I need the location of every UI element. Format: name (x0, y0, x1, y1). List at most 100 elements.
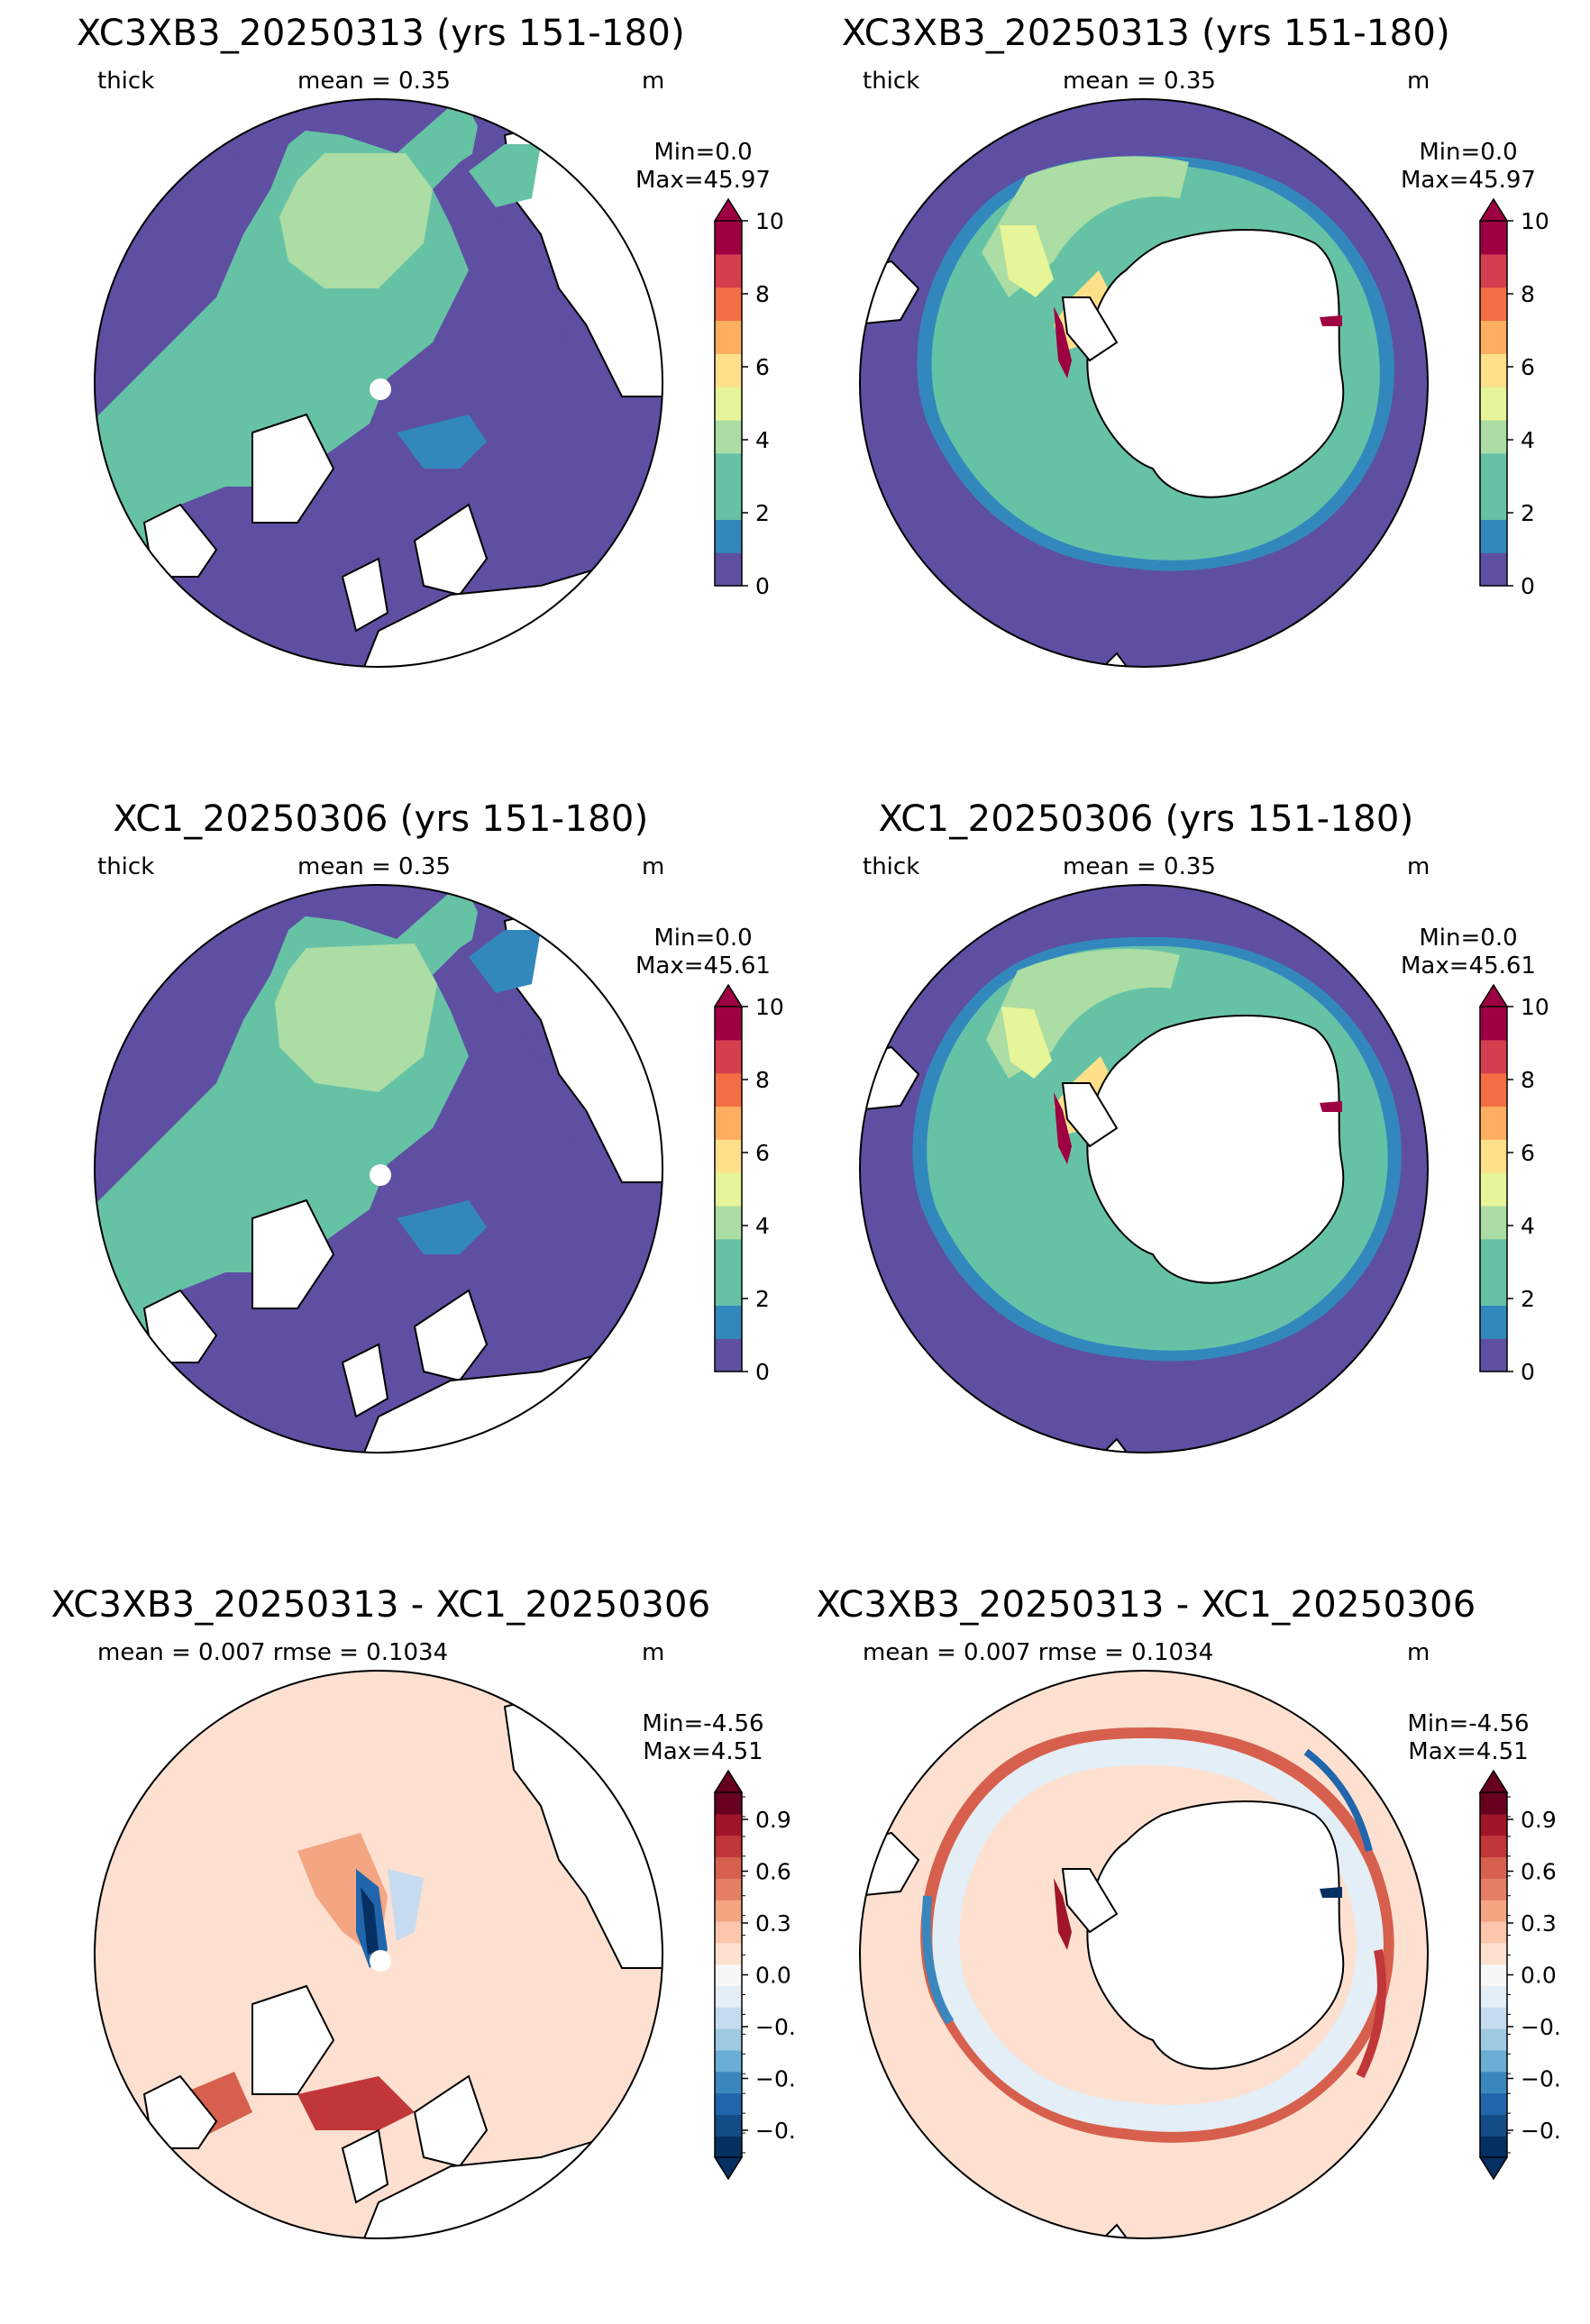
colorbar-stats: Min=0.0 Max=45.97 (1396, 139, 1540, 195)
variable-label: thick (863, 68, 920, 95)
colorbar-segment (1480, 2114, 1507, 2137)
colorbar-tick-label: 8 (1521, 1067, 1535, 1093)
colorbar-segment (715, 1039, 742, 1074)
map-figure: 0.9 0.6 0.3 0.0 −0.3 −0.6 −0.9 (859, 1670, 1560, 2239)
colorbar-tick-label: 10 (1521, 994, 1549, 1020)
variable-label: thick (863, 853, 920, 880)
colorbar-tick-label: 10 (755, 208, 784, 234)
colorbar-tick-label: 8 (755, 281, 770, 307)
colorbar-segment (715, 2071, 742, 2094)
colorbar-tick-label: 2 (1521, 500, 1535, 526)
mean-label: mean = 0.35 (297, 853, 451, 880)
colorbar-segment (715, 1835, 742, 1858)
colorbar: 0.9 0.6 0.3 0.0 −0.3 −0.6 −0.9 (713, 1769, 795, 2181)
colorbar-tick-label: 6 (1521, 1140, 1535, 1166)
colorbar-segment (715, 1139, 742, 1173)
min-label: Min=0.0 (1419, 139, 1518, 166)
colorbar-segment (1480, 1878, 1507, 1900)
colorbar-tick-label: 6 (755, 354, 770, 380)
map-figure: 0 2 4 6 8 10 (859, 98, 1549, 668)
stats-label: mean = 0.007 rmse = 0.1034 (863, 1639, 1214, 1666)
colorbar-tick-label: −0.3 (1521, 2014, 1560, 2040)
colorbar-segment (1480, 2028, 1507, 2051)
min-label: Min=0.0 (653, 925, 753, 952)
colorbar-extend-max (713, 1769, 744, 1793)
colorbar-segment (1480, 1964, 1507, 1987)
map-north-difference (95, 1671, 662, 2238)
colorbar-segment (715, 1305, 742, 1339)
map-south-difference (860, 1671, 1428, 2238)
map-figure: 0 2 4 6 8 10 (94, 98, 784, 668)
colorbar-tick-label: 2 (755, 1286, 770, 1312)
colorbar-tick-label: 0 (755, 1359, 770, 1385)
panel-title: XC3XB3_20250313 (yrs 151-180) (841, 13, 1451, 54)
colorbar-segment (715, 1072, 742, 1107)
colorbar-segment (715, 1792, 742, 1815)
colorbar-tick-label: −0.9 (1521, 2118, 1560, 2144)
colorbar-segment (715, 353, 742, 387)
colorbar-tick-label: 0.6 (1521, 1859, 1557, 1885)
panel-title: XC1_20250306 (yrs 151-180) (113, 798, 649, 840)
colorbar-tick-label: 2 (1521, 1286, 1535, 1312)
map-south (860, 99, 1428, 667)
colorbar-tick-label: 0.9 (755, 1807, 791, 1833)
colorbar: 0.9 0.6 0.3 0.0 −0.3 −0.6 −0.9 (1478, 1769, 1560, 2181)
colorbar-segment (1480, 1271, 1507, 1306)
max-label: Max=45.61 (635, 952, 771, 980)
map-figure: 0.9 0.6 0.3 0.0 −0.3 −0.6 −0.9 (94, 1670, 795, 2239)
colorbar-segment (1480, 1007, 1507, 1041)
colorbar-segment (1480, 320, 1507, 354)
colorbar-segment (1480, 1238, 1507, 1273)
panel-south-difference: XC3XB3_20250313 - XC1_20250306 mean = 0.… (765, 1572, 1560, 2324)
colorbar-segment (1480, 1106, 1507, 1140)
mean-label: mean = 0.35 (1063, 68, 1216, 95)
colorbar-tick-label: 4 (1521, 1213, 1535, 1239)
colorbar-segment (1480, 552, 1507, 587)
panel-north-xc3xb3: XC3XB3_20250313 (yrs 151-180) thick mean… (0, 0, 795, 752)
colorbar-segment (715, 1007, 742, 1041)
colorbar: 0 2 4 6 8 10 (1478, 983, 1549, 1385)
colorbar-tick-label: −0.3 (755, 2014, 795, 2040)
colorbar-tick-label: −0.9 (755, 2118, 795, 2144)
colorbar-segment (1480, 1792, 1507, 1815)
colorbar-segment (715, 287, 742, 322)
units-label: m (1407, 68, 1430, 95)
colorbar-segment (1480, 2049, 1507, 2073)
colorbar-segment (715, 387, 742, 421)
colorbar-segment (715, 2049, 742, 2073)
colorbar-extend-max (1478, 1769, 1509, 1793)
colorbar-segment (1480, 1813, 1507, 1836)
colorbar-tick-label: 0 (755, 573, 770, 599)
colorbar-tick-label: 0.3 (1521, 1910, 1557, 1937)
colorbar-segment (715, 1238, 742, 1273)
colorbar-segment (715, 1878, 742, 1900)
colorbar-extend-max (1478, 983, 1509, 1007)
colorbar-segment (715, 486, 742, 520)
min-label: Min=-4.56 (1407, 1710, 1530, 1737)
colorbar-segment (1480, 2007, 1507, 2029)
colorbar-segment (1480, 1835, 1507, 1858)
colorbar-tick-label: 0 (1521, 1359, 1535, 1385)
colorbar-segment (1480, 452, 1507, 488)
panel-title: XC3XB3_20250313 - XC1_20250306 (816, 1584, 1476, 1626)
colorbar-tick-label: 0.0 (1521, 1963, 1557, 1989)
colorbar-segment (1480, 353, 1507, 387)
mean-label: mean = 0.35 (1063, 853, 1216, 880)
colorbar: 0 2 4 6 8 10 (1478, 197, 1549, 599)
colorbar-tick-label: 6 (755, 1140, 770, 1166)
colorbar-extend-min (1478, 2156, 1509, 2181)
colorbar-stats: Min=-4.56 Max=4.51 (631, 1710, 775, 1766)
colorbar-stats: Min=0.0 Max=45.61 (631, 925, 775, 980)
units-label: m (1407, 853, 1430, 880)
panel-title: XC3XB3_20250313 - XC1_20250306 (50, 1584, 711, 1626)
panel-title: XC1_20250306 (yrs 151-180) (878, 798, 1414, 840)
colorbar-segment (715, 1172, 742, 1207)
colorbar: 0 2 4 6 8 10 (713, 197, 784, 599)
colorbar-segment (1480, 287, 1507, 322)
colorbar-segment (1480, 1305, 1507, 1339)
min-label: Min=0.0 (653, 139, 753, 166)
colorbar-tick-label: 4 (1521, 427, 1535, 453)
panel-south-xc3xb3: XC3XB3_20250313 (yrs 151-180) thick mean… (765, 0, 1560, 752)
stats-label: mean = 0.007 rmse = 0.1034 (97, 1639, 449, 1666)
colorbar-segment (1480, 1920, 1507, 1944)
